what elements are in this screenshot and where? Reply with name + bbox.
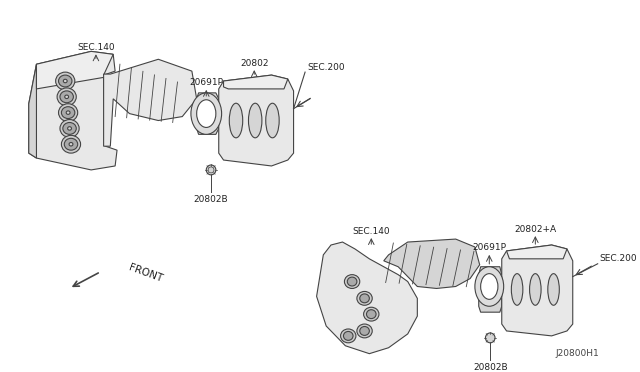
- Text: SEC.200: SEC.200: [307, 62, 344, 72]
- Polygon shape: [219, 75, 294, 166]
- Ellipse shape: [340, 329, 356, 343]
- Ellipse shape: [348, 277, 357, 286]
- Ellipse shape: [266, 103, 279, 138]
- Ellipse shape: [344, 275, 360, 288]
- Ellipse shape: [63, 122, 76, 134]
- Polygon shape: [384, 239, 480, 288]
- Polygon shape: [317, 242, 417, 354]
- Ellipse shape: [511, 274, 523, 305]
- Text: 20802: 20802: [240, 59, 269, 68]
- Polygon shape: [502, 245, 573, 336]
- Ellipse shape: [475, 267, 504, 306]
- Text: J20800H1: J20800H1: [556, 349, 600, 357]
- Text: 20691P: 20691P: [472, 243, 506, 253]
- Ellipse shape: [364, 307, 379, 321]
- Ellipse shape: [63, 79, 67, 83]
- Ellipse shape: [360, 327, 369, 336]
- Polygon shape: [223, 75, 288, 89]
- Ellipse shape: [64, 138, 77, 150]
- Ellipse shape: [360, 294, 369, 303]
- Ellipse shape: [60, 91, 74, 103]
- Polygon shape: [29, 64, 36, 158]
- Ellipse shape: [69, 142, 73, 146]
- Ellipse shape: [65, 95, 68, 99]
- Ellipse shape: [196, 100, 216, 128]
- Text: 20802+A: 20802+A: [515, 225, 556, 234]
- Polygon shape: [104, 59, 196, 146]
- Ellipse shape: [357, 324, 372, 338]
- Ellipse shape: [357, 291, 372, 305]
- Ellipse shape: [548, 274, 559, 305]
- Polygon shape: [29, 51, 117, 170]
- Text: 20802B: 20802B: [194, 195, 228, 204]
- Ellipse shape: [229, 103, 243, 138]
- Ellipse shape: [58, 75, 72, 87]
- Polygon shape: [196, 93, 219, 134]
- Text: SEC.140: SEC.140: [77, 43, 115, 52]
- Ellipse shape: [248, 103, 262, 138]
- Polygon shape: [36, 51, 113, 89]
- Ellipse shape: [61, 135, 81, 153]
- Ellipse shape: [58, 104, 77, 122]
- Ellipse shape: [57, 88, 76, 106]
- Ellipse shape: [60, 119, 79, 137]
- Ellipse shape: [529, 274, 541, 305]
- Ellipse shape: [191, 93, 221, 134]
- Text: SEC.200: SEC.200: [600, 254, 637, 263]
- Polygon shape: [506, 245, 567, 259]
- Ellipse shape: [367, 310, 376, 318]
- Circle shape: [206, 165, 216, 175]
- Ellipse shape: [66, 111, 70, 114]
- Ellipse shape: [61, 107, 75, 119]
- Ellipse shape: [68, 127, 72, 130]
- Text: SEC.140: SEC.140: [353, 227, 390, 236]
- Ellipse shape: [344, 331, 353, 340]
- Ellipse shape: [481, 274, 498, 299]
- Text: FRONT: FRONT: [128, 262, 164, 283]
- Text: 20802B: 20802B: [473, 363, 508, 372]
- Circle shape: [486, 333, 495, 343]
- Text: 20691P: 20691P: [189, 78, 223, 87]
- Ellipse shape: [56, 72, 75, 90]
- Polygon shape: [479, 267, 502, 312]
